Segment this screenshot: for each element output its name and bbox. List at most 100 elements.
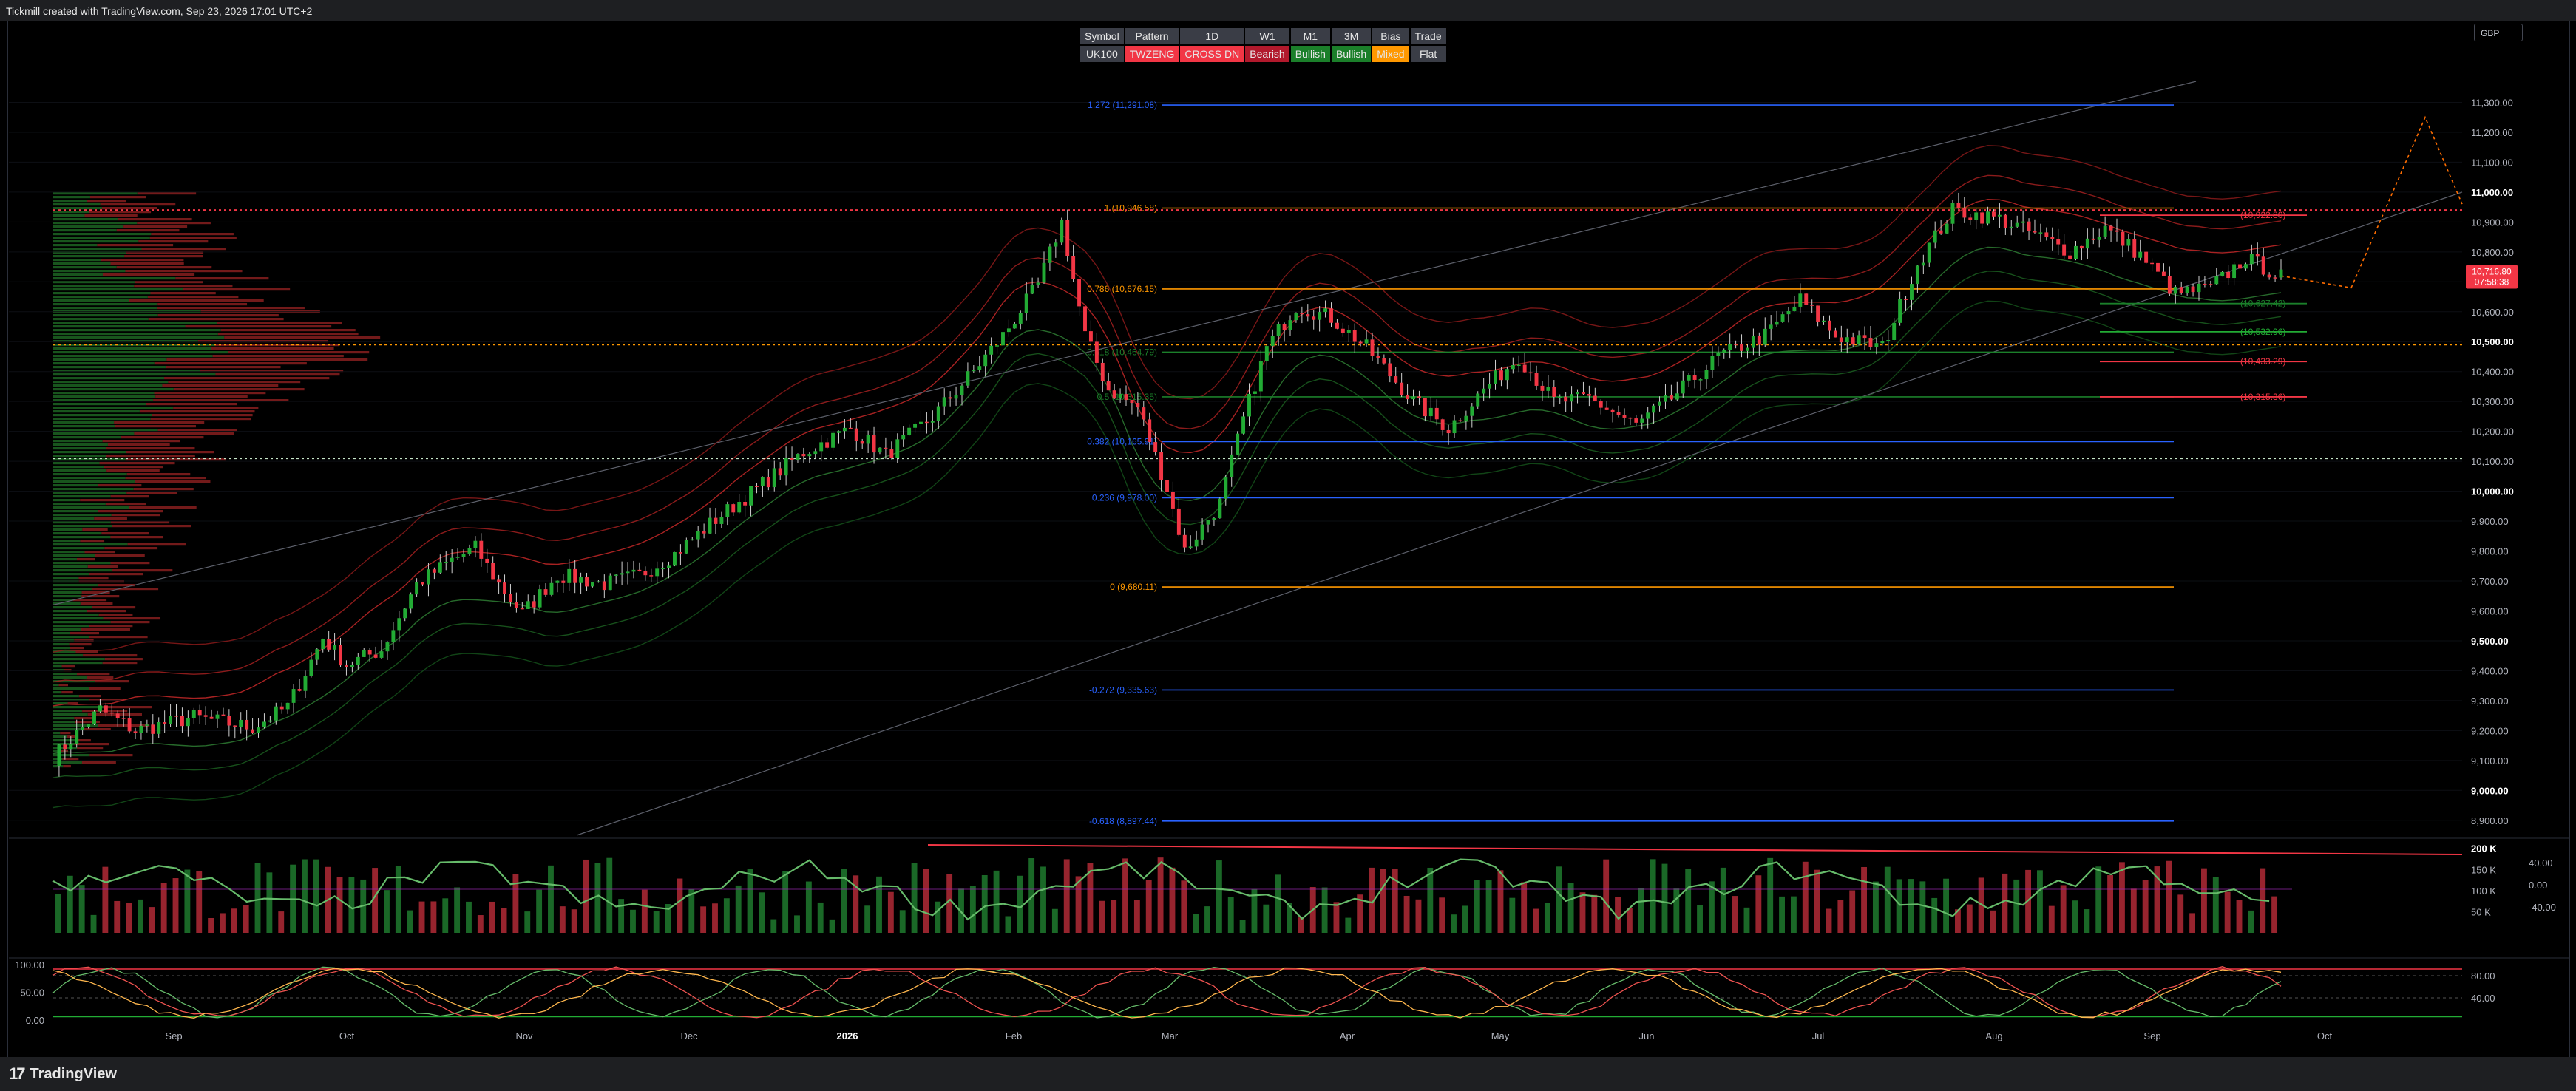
candle-body [57, 744, 61, 766]
profile-bull-bar [53, 240, 139, 243]
candle-body [92, 711, 96, 725]
candle-body [1522, 364, 1527, 373]
profile-bear-bar [101, 207, 157, 210]
profile-bear-bar [104, 466, 163, 469]
volume-bar [700, 906, 707, 933]
volume-bar [149, 907, 155, 933]
profile-bear-bar [197, 340, 328, 343]
volume-bar [2119, 862, 2125, 933]
candle-body [227, 716, 231, 726]
volume-bar [1111, 900, 1117, 933]
tradingview-brand[interactable]: 17 TradingView [9, 1064, 117, 1084]
candle-body [878, 447, 882, 453]
profile-bull-bar [53, 436, 121, 439]
volume-bar [1966, 904, 1973, 933]
volume-bar [688, 888, 695, 933]
candle-body [696, 531, 700, 540]
profile-bull-bar [53, 403, 146, 406]
candle-body [766, 477, 770, 488]
candle-body [1083, 306, 1087, 332]
profile-bull-bar [53, 588, 92, 591]
candle-body [966, 371, 970, 386]
fib-level-label: -0.272 (9,335.63) [1089, 684, 1157, 695]
price-tick-label: 10,900.00 [2471, 217, 2514, 228]
volume-bar [1861, 866, 1867, 933]
volume-bar [1204, 906, 1210, 933]
bias-header-cell: 3M [1331, 28, 1372, 44]
volume-bar [1169, 867, 1176, 933]
volume-bar [1462, 905, 1468, 933]
volume-bar [501, 908, 507, 933]
profile-bear-bar [75, 650, 98, 653]
last-price-box [2466, 265, 2518, 289]
volume-bar [935, 901, 941, 933]
candle-body [1915, 265, 1919, 285]
volume-bar [2271, 896, 2278, 933]
profile-bull-bar [53, 595, 82, 598]
candle-body [801, 454, 806, 457]
profile-bear-bar [141, 248, 226, 251]
profile-bull-bar [53, 577, 79, 580]
profile-bull-bar [53, 432, 135, 435]
price-tick-label: 10,500.00 [2471, 336, 2514, 347]
candle-body [854, 428, 858, 441]
profile-bull-bar [53, 303, 158, 306]
candle-body [1270, 336, 1275, 347]
candle-body [2220, 271, 2225, 276]
volume-bar [1826, 908, 1832, 933]
candle-body [63, 744, 67, 750]
candle-body [1346, 330, 1351, 333]
candle-body [543, 589, 548, 595]
profile-bear-bar [72, 599, 107, 602]
volume-bar [1849, 890, 1856, 933]
profile-bear-bar [152, 414, 253, 417]
profile-bull-bar [53, 750, 61, 753]
volume-bar [1567, 882, 1574, 933]
profile-bull-bar [53, 665, 62, 668]
volume-bar [2013, 879, 2020, 933]
candle-body [989, 345, 994, 355]
candle-body [1604, 407, 1609, 410]
profile-bear-bar [95, 680, 129, 683]
profile-bear-bar [157, 307, 305, 310]
candle-body [87, 724, 91, 727]
volume-bar [1650, 859, 1656, 933]
volume-bar [1743, 907, 1750, 933]
candle-body [1628, 417, 1633, 419]
candle-body [2033, 231, 2037, 233]
candle-body [321, 639, 325, 650]
candle-body [924, 421, 929, 424]
volume-bar [1392, 869, 1398, 933]
candle-body [596, 581, 600, 582]
candle-body [421, 582, 424, 585]
currency-selector[interactable]: GBP [2474, 24, 2523, 41]
candle-body [239, 719, 243, 727]
volume-bar [278, 911, 285, 933]
profile-bear-bar [106, 455, 195, 458]
profile-bear-bar [89, 754, 133, 757]
profile-bear-bar [77, 673, 110, 676]
candle-body [115, 713, 120, 718]
candle-body [1406, 395, 1410, 400]
volume-bar [2072, 900, 2078, 933]
candle-body [913, 424, 918, 428]
profile-bear-bar [212, 355, 344, 358]
candle-body [157, 721, 161, 734]
candle-body [1862, 335, 1867, 339]
volume-bar [466, 901, 472, 933]
profile-bear-bar [110, 262, 184, 265]
profile-bull-bar [53, 514, 112, 517]
candle-body [719, 517, 724, 524]
candle-body [2097, 237, 2101, 240]
candle-body [415, 582, 419, 595]
profile-bull-bar [53, 743, 75, 746]
candle-body [180, 716, 184, 727]
candle-body [432, 569, 436, 573]
profile-bull-bar [53, 669, 64, 672]
candle-body [655, 568, 660, 577]
candle-body [1423, 398, 1427, 417]
candle-body [169, 716, 173, 724]
profile-bear-bar [60, 732, 71, 735]
candle-body [127, 718, 132, 732]
